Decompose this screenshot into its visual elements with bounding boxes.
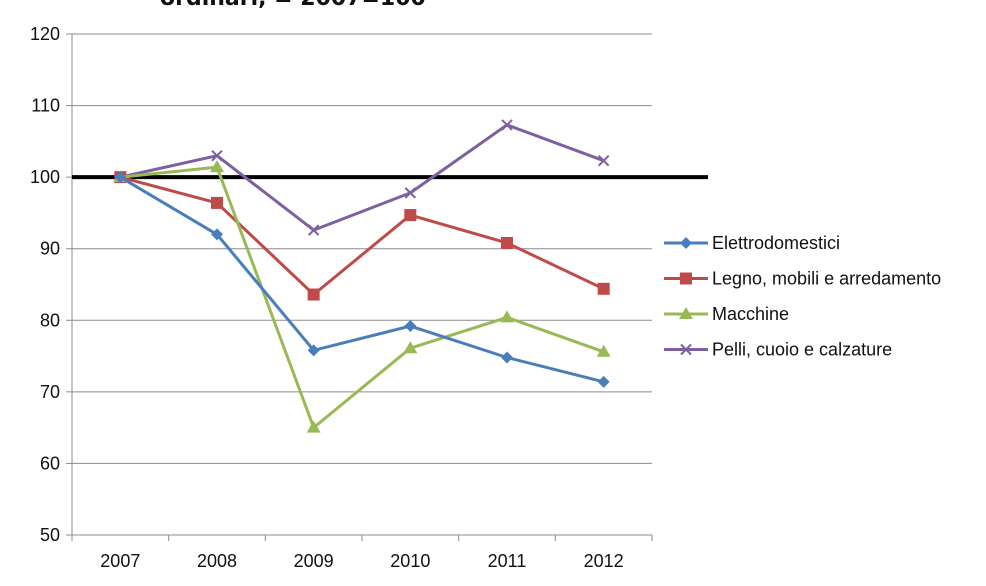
series-line (119, 175, 605, 384)
series-0 (114, 171, 610, 388)
data-point (114, 171, 127, 184)
data-point (680, 272, 692, 285)
legend-label: Pelli, cuoio e calzature (712, 340, 892, 360)
y-tick-label: 90 (40, 239, 60, 259)
legend-label: Macchine (712, 304, 789, 324)
legend-label: Legno, mobili e arredamento (712, 269, 941, 289)
data-point (597, 154, 610, 167)
data-point (597, 282, 610, 295)
data-point (680, 237, 692, 249)
data-point (404, 320, 417, 333)
data-point (307, 224, 320, 236)
y-tick-label: 110 (31, 96, 60, 116)
data-point (210, 160, 224, 173)
data-point (501, 236, 513, 249)
legend: Elettrodomestici Legno, mobili e arredame… (664, 233, 941, 360)
series-1 (114, 171, 610, 301)
y-tick-label: 80 (40, 310, 60, 330)
x-tick-label: 2011 (488, 551, 527, 571)
data-point (211, 228, 223, 241)
series-line (119, 175, 605, 297)
data-point (307, 344, 320, 357)
x-tick-label: 2012 (584, 551, 624, 571)
y-axis-ticks: 50 60 70 80 90 100 110 120 (30, 24, 60, 545)
legend-entry: Legno, mobili e arredamento (664, 269, 941, 289)
data-point (404, 187, 417, 199)
gridlines (72, 33, 652, 464)
axes (66, 33, 653, 541)
data-point (501, 351, 513, 364)
data-point (211, 196, 223, 209)
y-tick-label: 120 (30, 24, 60, 44)
legend-entry: Macchine (664, 304, 789, 324)
legend-entry: Elettrodomestici (664, 233, 840, 253)
data-point-stroke (597, 154, 610, 167)
data-point (500, 310, 514, 323)
data-point (403, 341, 418, 354)
legend-label: Elettrodomestici (712, 233, 840, 253)
chart-title: ordinari, = 2007=100 (160, 0, 426, 11)
data-point (307, 288, 320, 301)
data-point-stroke (680, 343, 692, 356)
data-point (596, 344, 611, 357)
y-tick-label: 50 (40, 525, 60, 545)
x-tick-label: 2008 (197, 551, 237, 571)
data-point-stroke (307, 224, 320, 236)
data-point (597, 375, 610, 388)
data-point (679, 307, 693, 319)
data-point (306, 420, 321, 433)
series-line (120, 165, 605, 430)
data-point (680, 343, 692, 356)
series-line (120, 123, 605, 232)
y-tick-label: 100 (30, 167, 60, 187)
data-point-stroke (211, 149, 223, 162)
y-tick-label: 60 (40, 453, 60, 473)
data-point-stroke (404, 187, 417, 199)
x-tick-label: 2007 (100, 551, 140, 571)
data-point (211, 149, 223, 162)
x-tick-label: 2009 (294, 551, 334, 571)
x-axis-ticks: 2007 2008 2009 2010 2011 2012 (100, 551, 623, 571)
data-point-stroke (501, 119, 513, 131)
data-point (404, 209, 417, 222)
x-tick-label: 2010 (390, 551, 430, 571)
data-point (501, 119, 513, 131)
y-tick-label: 70 (40, 382, 60, 402)
series-group (113, 119, 611, 433)
legend-entry: Pelli, cuoio e calzature (664, 340, 892, 360)
